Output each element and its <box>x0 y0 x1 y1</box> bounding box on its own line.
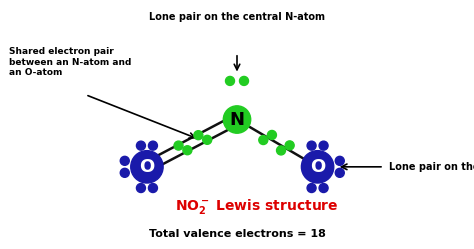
Text: Lone pair on the O-atom: Lone pair on the O-atom <box>389 162 474 172</box>
Text: Lone pair on the central N-atom: Lone pair on the central N-atom <box>149 12 325 22</box>
Text: O: O <box>310 158 325 176</box>
Circle shape <box>137 141 146 150</box>
Circle shape <box>194 131 203 140</box>
Circle shape <box>223 106 251 133</box>
Circle shape <box>131 151 163 183</box>
Text: Total valence electrons = 18: Total valence electrons = 18 <box>148 229 326 239</box>
Text: N: N <box>229 111 245 128</box>
Circle shape <box>203 135 212 144</box>
Text: Shared electron pair
between an N-atom and
an O-atom: Shared electron pair between an N-atom a… <box>9 47 132 77</box>
Circle shape <box>335 168 344 177</box>
Circle shape <box>183 146 192 155</box>
Circle shape <box>148 141 157 150</box>
Circle shape <box>148 184 157 192</box>
Circle shape <box>301 151 334 183</box>
Text: $\mathbf{NO_2^-}$ Lewis structure: $\mathbf{NO_2^-}$ Lewis structure <box>175 197 339 216</box>
Circle shape <box>285 141 294 150</box>
Circle shape <box>137 184 146 192</box>
Circle shape <box>335 156 344 165</box>
Circle shape <box>276 146 285 155</box>
Circle shape <box>174 141 183 150</box>
Circle shape <box>307 141 316 150</box>
Circle shape <box>120 156 129 165</box>
Circle shape <box>259 135 268 144</box>
Circle shape <box>319 141 328 150</box>
Circle shape <box>319 184 328 192</box>
Text: O: O <box>139 158 155 176</box>
Circle shape <box>267 130 276 139</box>
Circle shape <box>307 184 316 192</box>
Circle shape <box>120 168 129 177</box>
Circle shape <box>239 76 248 85</box>
Circle shape <box>226 76 235 85</box>
